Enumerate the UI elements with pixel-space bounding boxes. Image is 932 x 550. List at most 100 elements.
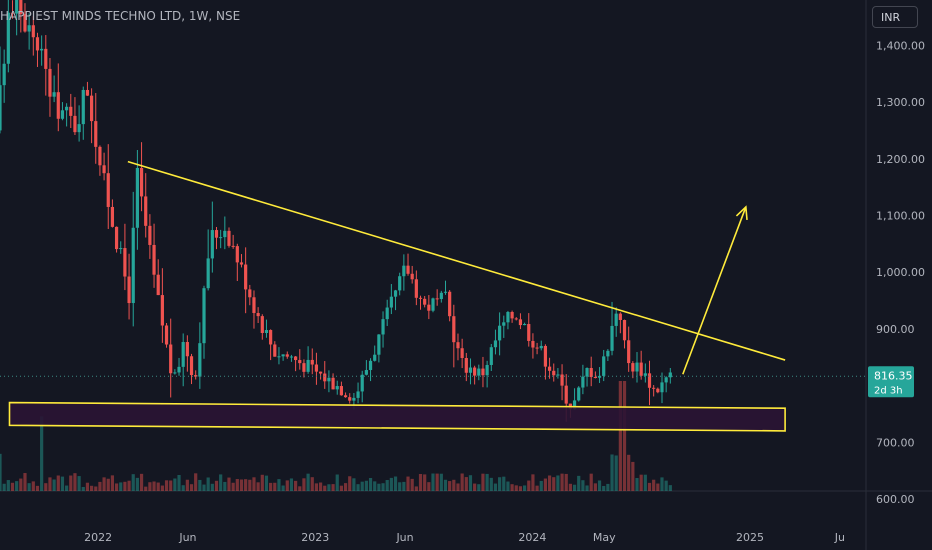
candle-body [335, 386, 339, 390]
volume-bar [77, 476, 81, 491]
time-axis[interactable]: 2022 Jun 2023 Jun 2024 May 2025 Ju [84, 531, 845, 544]
candle-body [44, 48, 48, 69]
volume-bar [381, 483, 385, 491]
volume-bar [289, 478, 294, 491]
volume-bar [448, 481, 452, 491]
candle-body [252, 297, 256, 314]
volume-bar [298, 486, 302, 491]
volume-bar [327, 484, 331, 491]
currency-selector-button[interactable]: INR [872, 6, 918, 28]
volume-bar [189, 484, 194, 491]
candle-body [164, 325, 169, 345]
volume-bar [23, 473, 27, 491]
volume-bar [173, 478, 177, 491]
candle-body [306, 359, 310, 372]
candle-body [368, 360, 373, 371]
volume-bar [69, 475, 73, 491]
support-zone[interactable] [8, 401, 786, 432]
volume-bar [452, 479, 456, 491]
candle-body [227, 230, 231, 246]
candle-body [106, 173, 110, 207]
volume-bar [597, 480, 602, 491]
candle-body [277, 356, 281, 358]
candle-body [119, 248, 123, 250]
volume-bar [402, 481, 406, 491]
volume-bar [227, 477, 231, 491]
volume-bar [431, 473, 435, 491]
price-axis[interactable]: 1,300.00 1,200.00 1,100.00 1,000.00 900.00 70… [876, 39, 925, 506]
volume-bar [231, 482, 235, 491]
volume-bar [506, 481, 510, 491]
candle-body [527, 324, 531, 341]
candle-body [135, 167, 139, 228]
volume-bar [169, 480, 173, 491]
volume-bar [460, 473, 464, 491]
volume-bar [248, 479, 252, 491]
volume-bar [477, 484, 481, 491]
candle-body [318, 371, 323, 374]
candle-body [285, 354, 289, 357]
volume-bar [373, 481, 377, 491]
volume-bar [177, 474, 181, 491]
volume-bar [606, 483, 610, 491]
candle-body [656, 388, 660, 393]
volume-bar [564, 473, 568, 491]
volume-bar [543, 478, 548, 491]
volume-bar [522, 485, 527, 491]
volume-bar [510, 484, 514, 491]
volume-bar [160, 485, 164, 491]
y-axis-tick-label: 1,000.00 [876, 266, 925, 279]
candle-body [389, 296, 393, 308]
candle-body [294, 356, 298, 361]
candle-body [302, 363, 306, 372]
candle-body [152, 244, 156, 275]
candle-body [452, 316, 456, 343]
candle-body [10, 12, 15, 14]
candle-body [618, 313, 622, 321]
descending-trendline[interactable] [127, 160, 786, 361]
candle-body [664, 377, 668, 383]
volume-bar [60, 476, 65, 491]
candle-body [114, 226, 119, 250]
volume-bar [73, 473, 77, 491]
volume-bar [406, 476, 410, 491]
volume-bar [6, 480, 10, 491]
candle-body [468, 367, 473, 373]
candle-body [364, 370, 368, 375]
projection-arrow[interactable] [682, 206, 747, 375]
candle-body [581, 376, 585, 388]
candle-body [402, 265, 406, 277]
candle-body [522, 324, 527, 326]
candle-body [668, 372, 672, 378]
volume-bar [223, 481, 227, 491]
candle-body [373, 354, 377, 361]
candle-body [202, 288, 206, 344]
candle-body [181, 342, 185, 367]
candle-body [652, 387, 656, 389]
candle-body [493, 340, 498, 348]
candle-body [385, 307, 389, 320]
candle-body [289, 356, 294, 358]
candle-body [485, 364, 489, 376]
volume-bar [281, 485, 285, 491]
volume-bar [123, 481, 127, 491]
volume-bar [610, 454, 614, 491]
volume-bar [639, 474, 643, 491]
candle-body [323, 373, 327, 382]
volume-bar [144, 486, 148, 491]
candle-body [310, 359, 314, 365]
volume-bar [352, 478, 356, 491]
candle-body [585, 368, 589, 377]
candle-body [356, 391, 360, 398]
y-axis-tick-label: 600.00 [876, 493, 915, 506]
candlestick-series [0, 0, 672, 422]
candle-body [560, 374, 564, 386]
volume-bar [323, 485, 327, 491]
volume-bar [264, 475, 269, 491]
volume-bar [56, 475, 60, 491]
volume-bar [0, 453, 2, 491]
candle-body [77, 124, 81, 133]
candle-body [65, 106, 69, 111]
volume-bar [589, 473, 593, 491]
